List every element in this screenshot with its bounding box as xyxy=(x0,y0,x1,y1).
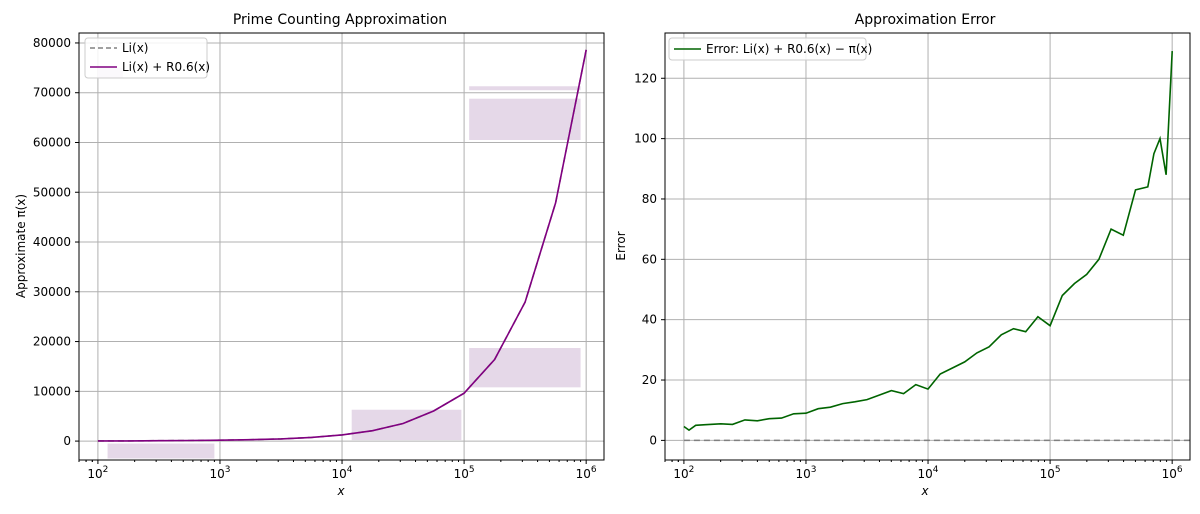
y-tick-label: 40000 xyxy=(33,235,71,249)
y-tick-label: 70000 xyxy=(33,86,71,100)
chart-title: Prime Counting Approximation xyxy=(233,12,447,28)
y-axis-label: Approximate π(x) xyxy=(14,194,28,298)
legend-label-approx: Li(x) + R0.6(x) xyxy=(122,60,210,74)
legend-label-error: Error: Li(x) + R0.6(x) − π(x) xyxy=(706,42,872,56)
series-lines xyxy=(97,49,587,442)
x-tick-label: 104 xyxy=(918,465,939,481)
legend: Li(x) Li(x) + R0.6(x) xyxy=(84,37,210,79)
prime-counting-panel: Prime Counting Approximation 102 103 104 10… xyxy=(14,12,605,498)
y-axis-ticks: 0 20 40 60 80 100 120 xyxy=(634,71,665,447)
shaded-band xyxy=(107,443,215,459)
x-axis-ticks: 102 103 104 105 106 xyxy=(664,460,1183,481)
x-tick-label: 102 xyxy=(673,465,694,481)
x-axis-ticks: 102 103 104 105 106 xyxy=(78,460,597,481)
y-tick-label: 40 xyxy=(642,313,657,327)
x-tick-label: 102 xyxy=(87,465,108,481)
shaded-band xyxy=(469,86,581,91)
chart-title: Approximation Error xyxy=(855,12,996,28)
x-tick-label: 103 xyxy=(209,465,230,481)
y-axis-ticks: 0 10000 20000 30000 40000 50000 60000 70000 8000… xyxy=(33,36,79,448)
x-tick-label: 106 xyxy=(576,465,597,481)
y-tick-label: 20 xyxy=(642,373,657,387)
x-tick-label: 106 xyxy=(1162,465,1183,481)
x-axis-label: x xyxy=(920,484,929,498)
shaded-bands xyxy=(97,67,581,459)
y-tick-label: 0 xyxy=(649,433,657,447)
approximation-error-panel: Approximation Error 102 103 104 105 106 0 20 4… xyxy=(614,12,1191,498)
series-line xyxy=(97,49,587,442)
y-tick-label: 10000 xyxy=(33,384,71,398)
x-tick-label: 103 xyxy=(795,465,816,481)
y-tick-label: 80000 xyxy=(33,36,71,50)
y-tick-label: 50000 xyxy=(33,185,71,199)
x-tick-label: 104 xyxy=(332,465,353,481)
legend-box xyxy=(668,37,867,61)
plot-area-frame xyxy=(664,32,1191,461)
y-tick-label: 30000 xyxy=(33,285,71,299)
shaded-band xyxy=(469,98,581,140)
y-axis-label: Error xyxy=(614,231,628,260)
series-lines xyxy=(683,51,1190,442)
y-tick-label: 80 xyxy=(642,192,657,206)
y-tick-label: 20000 xyxy=(33,335,71,349)
x-axis-label: x xyxy=(336,484,345,498)
shaded-band xyxy=(351,409,462,441)
y-tick-label: 60 xyxy=(642,252,657,266)
x-tick-label: 105 xyxy=(1040,465,1061,481)
x-tick-label: 105 xyxy=(454,465,475,481)
series-line xyxy=(683,51,1173,432)
legend-label-li: Li(x) xyxy=(122,41,148,55)
plot-area-frame xyxy=(78,32,605,461)
y-tick-label: 60000 xyxy=(33,135,71,149)
y-tick-label: 100 xyxy=(634,132,657,146)
grid xyxy=(79,33,604,460)
shaded-band xyxy=(469,348,581,388)
legend: Error: Li(x) + R0.6(x) − π(x) xyxy=(668,37,872,61)
y-tick-label: 120 xyxy=(634,71,657,85)
y-tick-label: 0 xyxy=(63,434,71,448)
